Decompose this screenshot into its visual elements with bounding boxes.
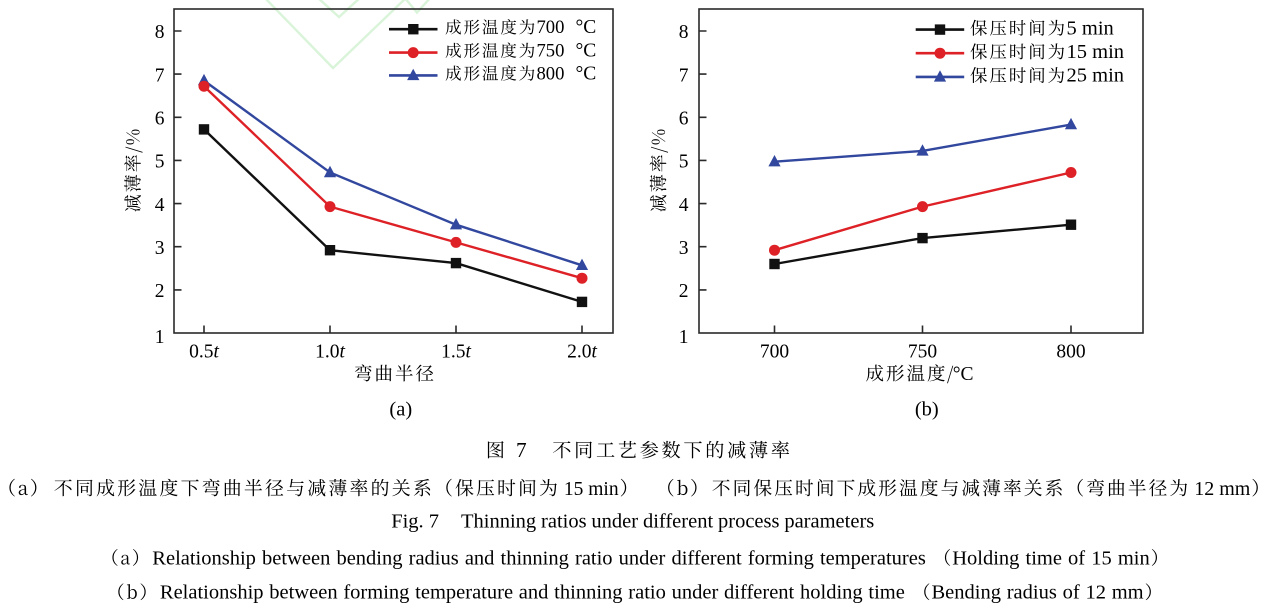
svg-text:7: 7: [516, 438, 527, 462]
svg-text:6: 6: [679, 109, 689, 130]
svg-text:1.0t: 1.0t: [315, 342, 345, 363]
svg-text:700: 700: [760, 342, 789, 363]
svg-text:Thinning ratios under differen: Thinning ratios under different process …: [461, 511, 874, 533]
svg-text:1.5t: 1.5t: [441, 342, 471, 363]
svg-text:25 min: 25 min: [1067, 65, 1125, 87]
svg-text:8: 8: [679, 22, 689, 43]
svg-text:7: 7: [679, 65, 689, 86]
svg-text:15 min: 15 min: [1067, 41, 1125, 63]
svg-text:3: 3: [679, 238, 689, 259]
svg-text:(a): (a): [389, 399, 412, 421]
svg-text:700: 700: [537, 17, 565, 38]
svg-text:°C: °C: [576, 41, 597, 62]
svg-text:5 min: 5 min: [1067, 17, 1114, 39]
svg-text:2: 2: [155, 281, 165, 302]
svg-text:2.0t: 2.0t: [567, 342, 597, 363]
svg-text:°C: °C: [576, 63, 597, 84]
svg-text:3: 3: [155, 238, 165, 259]
svg-text:800: 800: [1056, 342, 1085, 363]
svg-text:800: 800: [537, 63, 565, 84]
svg-text:750: 750: [537, 41, 565, 62]
svg-text:Relationship between bending r: Relationship between bending radius and …: [152, 547, 926, 569]
svg-text:°C: °C: [953, 364, 974, 385]
svg-text:4: 4: [155, 195, 165, 216]
svg-text:8: 8: [155, 22, 165, 43]
svg-text:(b): (b): [915, 399, 939, 421]
svg-text:2: 2: [679, 281, 689, 302]
svg-text:5: 5: [155, 152, 165, 173]
svg-text:4: 4: [679, 195, 689, 216]
svg-text:°C: °C: [576, 17, 597, 38]
svg-text:6: 6: [155, 109, 165, 130]
svg-text:Relationship between forming t: Relationship between forming temperature…: [160, 582, 905, 604]
svg-text:5: 5: [679, 152, 689, 173]
svg-text:750: 750: [908, 342, 937, 363]
svg-text:0.5t: 0.5t: [189, 342, 219, 363]
svg-text:Fig. 7: Fig. 7: [391, 511, 439, 533]
svg-text:12 mm: 12 mm: [1189, 478, 1251, 500]
svg-text:Holding time of 15 min: Holding time of 15 min: [952, 547, 1150, 569]
svg-text:1: 1: [155, 327, 165, 348]
svg-text:7: 7: [155, 65, 165, 86]
svg-text:15 min: 15 min: [559, 479, 619, 500]
svg-text:1: 1: [679, 327, 689, 348]
svg-text:Bending radius of 12 mm: Bending radius of 12 mm: [932, 582, 1144, 604]
